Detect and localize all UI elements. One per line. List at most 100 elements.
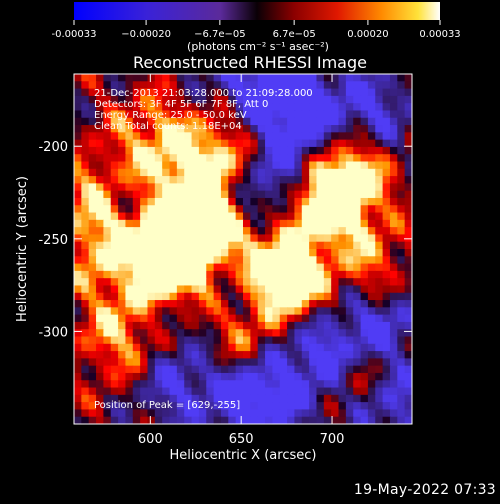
- heatmap-cell: [206, 161, 215, 170]
- heatmap-cell: [147, 117, 156, 126]
- heatmap-cell: [125, 380, 134, 389]
- heatmap-cell: [140, 227, 149, 236]
- heatmap-cell: [323, 285, 332, 294]
- heatmap-cell: [147, 270, 156, 279]
- heatmap-cell: [147, 146, 156, 155]
- heatmap-cell: [360, 307, 369, 316]
- heatmap-cell: [132, 402, 141, 411]
- heatmap-cell: [353, 387, 362, 396]
- heatmap-cell: [125, 154, 134, 163]
- heatmap-cell: [169, 95, 178, 104]
- heatmap-cell: [110, 343, 119, 352]
- heatmap-cell: [140, 270, 149, 279]
- heatmap-cell: [331, 263, 340, 272]
- heatmap-cell: [74, 329, 82, 338]
- heatmap-cell: [213, 372, 222, 381]
- heatmap-cell: [103, 95, 112, 104]
- heatmap-cell: [272, 409, 281, 418]
- heatmap-cell: [96, 125, 104, 133]
- heatmap-cell: [103, 402, 112, 411]
- heatmap-cell: [250, 300, 259, 308]
- heatmap-cell: [397, 372, 406, 381]
- heatmap-cell: [345, 380, 354, 389]
- heatmap-cell: [367, 365, 376, 374]
- heatmap-cell: [213, 146, 222, 155]
- heatmap-cell: [331, 176, 340, 184]
- heatmap-cell: [235, 168, 244, 177]
- heatmap-cell: [294, 343, 303, 352]
- heatmap-cell: [382, 154, 391, 163]
- heatmap-cell: [103, 336, 112, 345]
- heatmap-cell: [382, 219, 391, 228]
- heatmap-cell: [140, 292, 149, 301]
- heatmap-cell: [250, 336, 259, 345]
- heatmap-cell: [81, 154, 90, 163]
- heatmap-cell: [74, 197, 82, 206]
- heatmap-cell: [331, 74, 340, 82]
- heatmap-cell: [213, 168, 222, 177]
- heatmap-cell: [103, 329, 112, 338]
- heatmap-cell: [96, 416, 104, 424]
- heatmap-cell: [272, 110, 281, 119]
- heatmap-cell: [140, 74, 149, 82]
- heatmap-cell: [250, 270, 259, 279]
- heatmap-cell: [294, 409, 303, 418]
- heatmap-cell: [389, 227, 398, 236]
- heatmap-cell: [243, 183, 251, 192]
- heatmap-cell: [162, 117, 171, 126]
- heatmap-cell: [88, 139, 97, 148]
- heatmap-cell: [301, 387, 310, 396]
- heatmap-cell: [176, 95, 185, 104]
- heatmap-cell: [243, 380, 251, 389]
- heatmap-cell: [397, 234, 406, 243]
- heatmap-cell: [272, 183, 281, 192]
- heatmap-cell: [367, 402, 376, 411]
- heatmap-cell: [404, 321, 412, 330]
- heatmap-cell: [140, 285, 149, 294]
- heatmap-cell: [147, 402, 156, 411]
- heatmap-cell: [88, 409, 97, 418]
- heatmap-cell: [323, 270, 332, 279]
- heatmap-cell: [397, 292, 406, 301]
- heatmap-cell: [375, 197, 384, 206]
- heatmap-cell: [96, 146, 104, 155]
- heatmap-cell: [375, 154, 384, 163]
- heatmap-cell: [345, 270, 354, 279]
- heatmap-cell: [367, 285, 376, 294]
- heatmap-cell: [96, 394, 104, 403]
- heatmap-cell: [220, 95, 229, 104]
- heatmap-cell: [96, 81, 104, 90]
- heatmap-cell: [360, 314, 369, 323]
- heatmap-cell: [154, 336, 163, 345]
- heatmap-cell: [198, 278, 207, 287]
- heatmap-cell: [287, 110, 296, 119]
- heatmap-cell: [243, 212, 251, 221]
- heatmap-cell: [257, 197, 266, 206]
- heatmap-cell: [360, 176, 369, 184]
- heatmap-cell: [345, 314, 354, 323]
- heatmap-cell: [147, 278, 156, 287]
- heatmap-cell: [338, 161, 347, 170]
- heatmap-cell: [265, 402, 273, 411]
- colorbar-unit-label: (photons cm⁻² s⁻¹ asec⁻²): [187, 40, 329, 53]
- heatmap-cell: [331, 300, 340, 308]
- heatmap-cell: [206, 263, 215, 272]
- heatmap-cell: [220, 139, 229, 148]
- heatmap-cell: [360, 285, 369, 294]
- heatmap-cell: [397, 132, 406, 141]
- heatmap-cell: [345, 241, 354, 250]
- heatmap-cell: [316, 219, 325, 228]
- heatmap-cell: [345, 95, 354, 104]
- heatmap-cell: [96, 292, 104, 301]
- heatmap-cell: [206, 176, 215, 184]
- heatmap-cell: [243, 270, 251, 279]
- heatmap-cell: [250, 146, 259, 155]
- heatmap-cell: [162, 263, 171, 272]
- heatmap-cell: [88, 380, 97, 389]
- heatmap-cell: [74, 110, 82, 119]
- heatmap-cell: [235, 146, 244, 155]
- heatmap-cell: [287, 263, 296, 272]
- heatmap-cell: [397, 154, 406, 163]
- heatmap-cell: [198, 358, 207, 367]
- heatmap-cell: [331, 227, 340, 236]
